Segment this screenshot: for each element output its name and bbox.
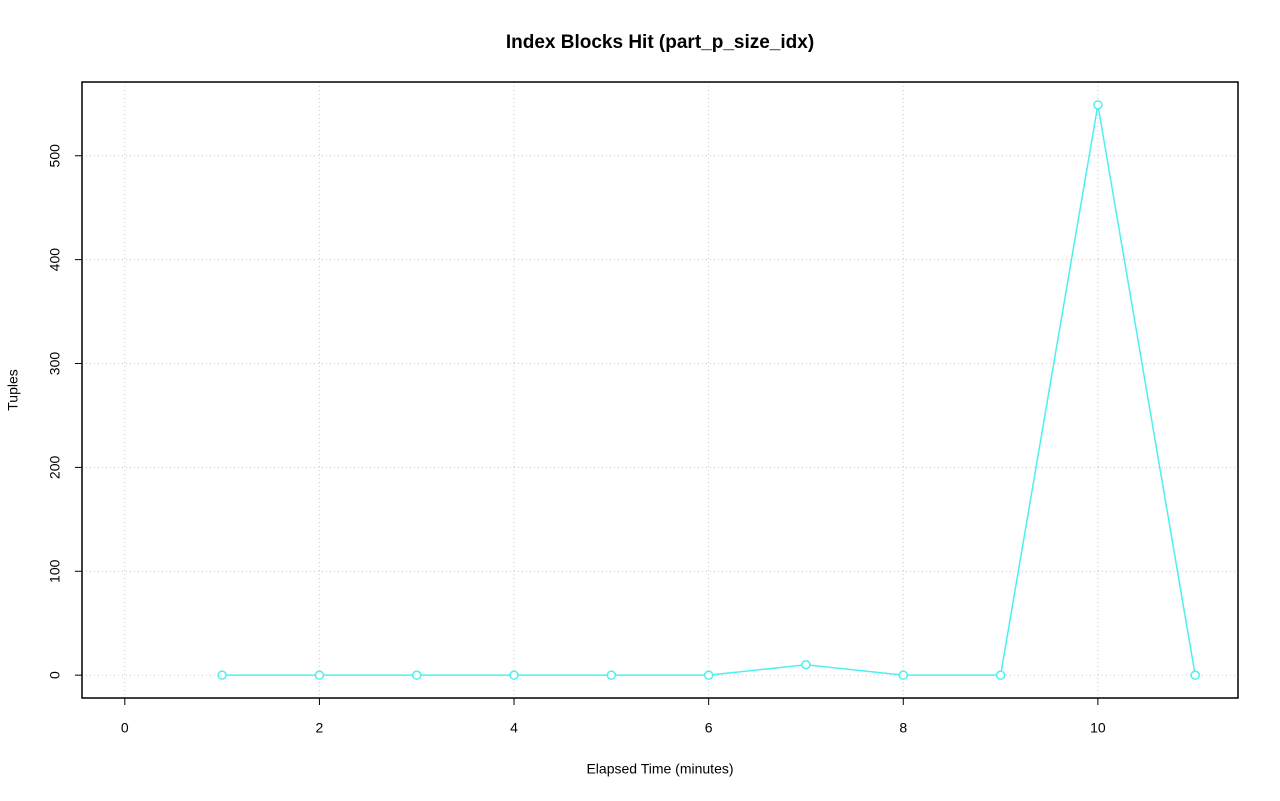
x-tick-label: 6 xyxy=(705,720,713,736)
y-tick-label: 0 xyxy=(47,671,63,679)
data-point xyxy=(217,670,227,680)
data-point xyxy=(898,670,909,680)
y-tick-label: 300 xyxy=(47,352,63,376)
data-point xyxy=(1190,670,1200,680)
data-point xyxy=(801,660,811,670)
x-tick-label: 10 xyxy=(1090,720,1106,736)
data-point xyxy=(703,670,714,680)
x-tick-label: 8 xyxy=(899,720,907,736)
x-axis-label: Elapsed Time (minutes) xyxy=(586,761,733,777)
data-point xyxy=(995,670,1006,680)
data-point xyxy=(1093,100,1103,110)
data-point xyxy=(509,670,519,680)
y-axis-label: Tuples xyxy=(5,369,21,411)
x-tick-label: 4 xyxy=(510,720,518,736)
y-tick-label: 400 xyxy=(47,248,63,272)
chart-title: Index Blocks Hit (part_p_size_idx) xyxy=(506,32,814,53)
y-tick-label: 500 xyxy=(47,144,63,168)
x-tick-label: 2 xyxy=(316,720,324,736)
data-point xyxy=(411,670,422,680)
plot-frame xyxy=(81,81,1239,699)
data-point xyxy=(606,670,617,680)
data-point xyxy=(314,670,325,680)
y-tick-label: 100 xyxy=(47,559,63,583)
x-tick-label: 0 xyxy=(121,720,129,736)
y-tick-label: 200 xyxy=(47,455,63,479)
